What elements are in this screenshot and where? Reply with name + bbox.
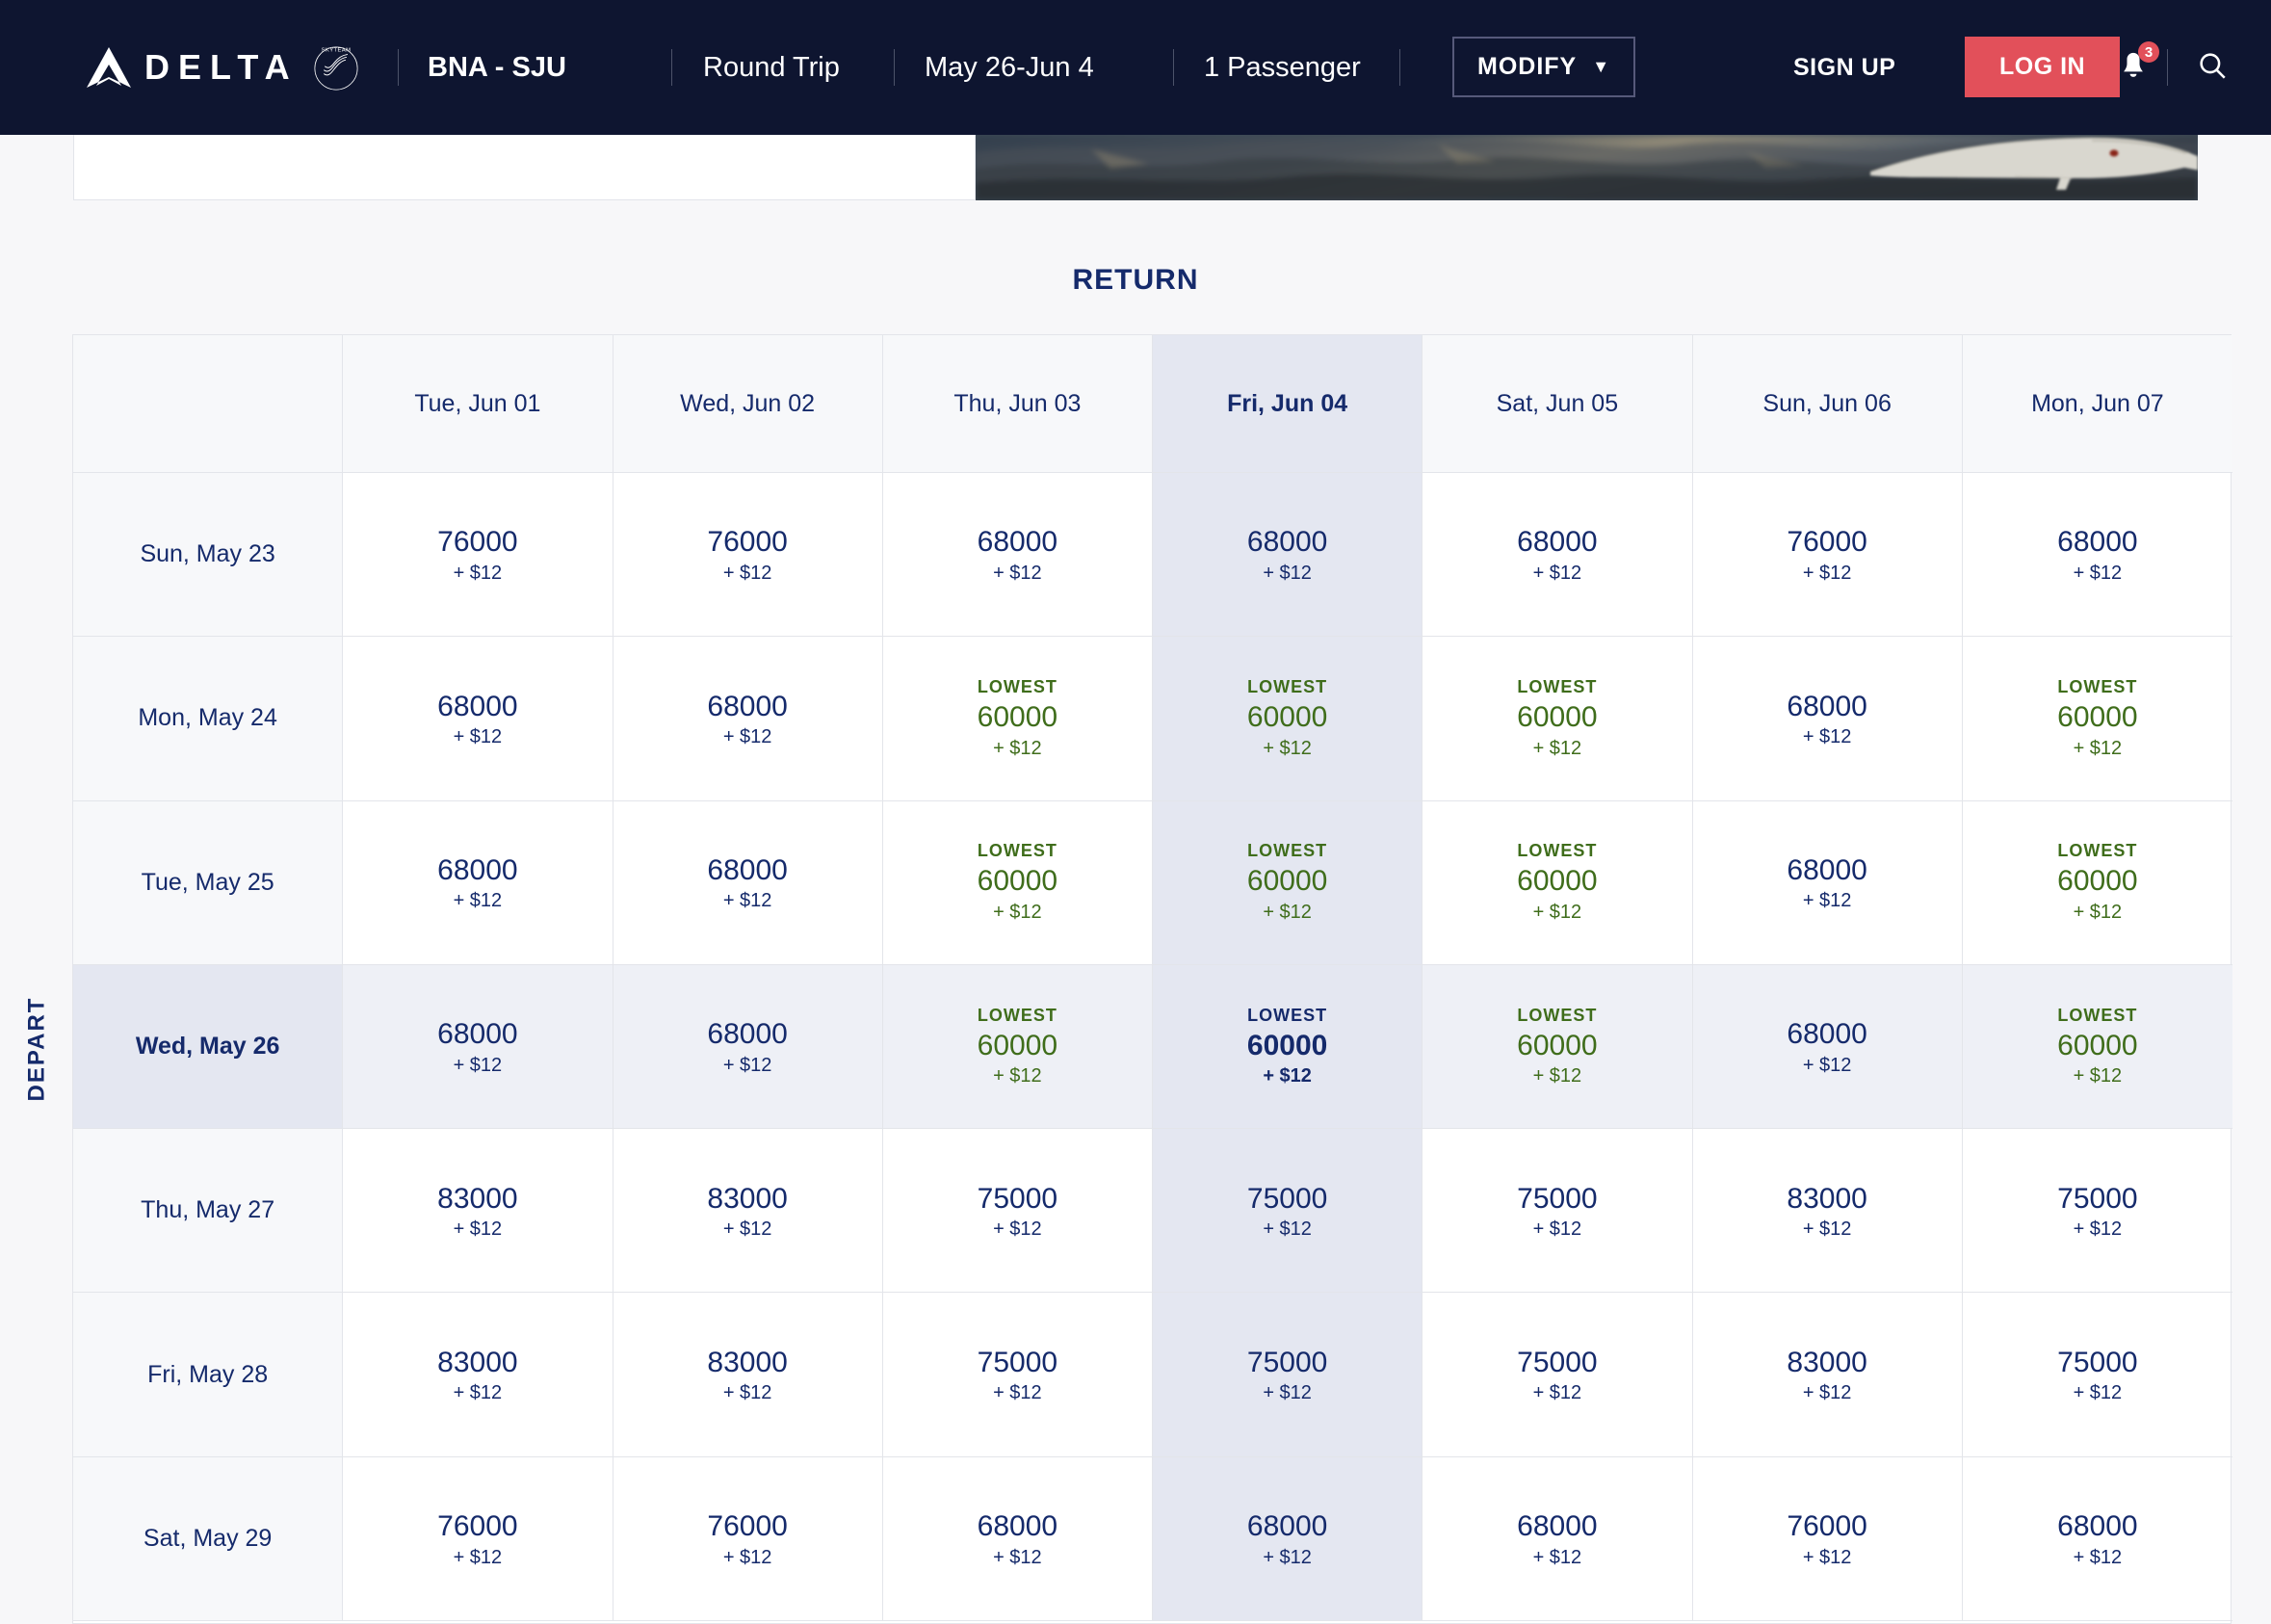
svg-text:SKYTEAM: SKYTEAM (321, 48, 351, 54)
